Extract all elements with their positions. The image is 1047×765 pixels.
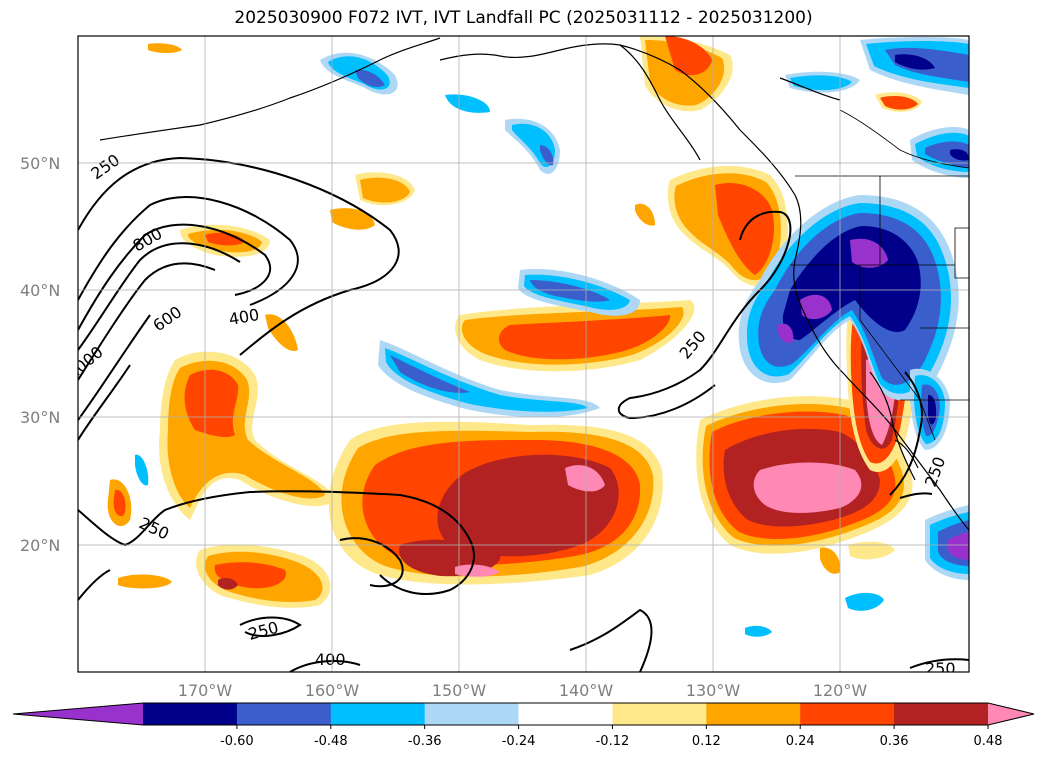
coastlines	[99, 37, 969, 531]
colorbar-tick-label: -0.24	[502, 734, 536, 749]
colorbar-tick-label: 0.24	[786, 734, 815, 749]
ivt-contours	[78, 156, 969, 672]
state-borders	[790, 109, 969, 441]
colorbar-segment	[236, 703, 332, 725]
colorbar-tick-label: -0.60	[220, 734, 254, 749]
colorbar-segment	[894, 703, 989, 725]
map-title: 2025030900 F072 IVT, IVT Landfall PC (20…	[234, 8, 813, 28]
colorbar-segment	[706, 703, 801, 725]
colorbar-tick-label: -0.48	[314, 734, 348, 749]
colorbar-segment	[143, 703, 238, 725]
longitude-labels: 170°W 160°W 150°W 140°W 130°W 120°W	[178, 681, 868, 700]
colorbar-extend-high	[988, 703, 1034, 725]
colorbar-segment	[424, 703, 520, 725]
colorbar-outline	[12, 702, 1035, 726]
colorbar-segment	[330, 703, 426, 725]
colorbar-segment	[612, 703, 707, 725]
colorbar: -0.60 -0.48 -0.36 -0.24 -0.12 0.12 0.24 0.36 0.4…	[12, 702, 1035, 749]
lon-label: 160°W	[305, 681, 360, 700]
colorbar-extend-low	[13, 703, 143, 725]
lat-label: 20°N	[20, 536, 60, 555]
colorbar-tick-label: -0.36	[408, 734, 442, 749]
lon-label: 120°W	[813, 681, 868, 700]
contour-label: 250	[925, 659, 956, 678]
gridlines	[78, 36, 969, 672]
colorbar-tick-label: 0.12	[692, 734, 721, 749]
lat-label: 40°N	[20, 281, 60, 300]
lon-label: 130°W	[686, 681, 741, 700]
contour-label: 400	[315, 650, 346, 669]
colorbar-segment	[800, 703, 895, 725]
lon-label: 150°W	[432, 681, 487, 700]
lat-label: 50°N	[20, 154, 60, 173]
map-frame	[77, 35, 970, 673]
lon-label: 170°W	[178, 681, 233, 700]
colorbar-tick-label: 0.36	[880, 734, 909, 749]
latitude-labels: 50°N 40°N 30°N 20°N	[20, 154, 60, 555]
map-area: 250 800 600 400 1000 250 250 250 400 250…	[78, 36, 969, 678]
colorbar-segment	[518, 703, 613, 725]
ivt-shading	[107, 36, 969, 637]
lat-label: 30°N	[20, 408, 60, 427]
colorbar-tick-label: 0.48	[974, 734, 1003, 749]
colorbar-tick-label: -0.12	[596, 734, 630, 749]
lon-label: 140°W	[559, 681, 614, 700]
